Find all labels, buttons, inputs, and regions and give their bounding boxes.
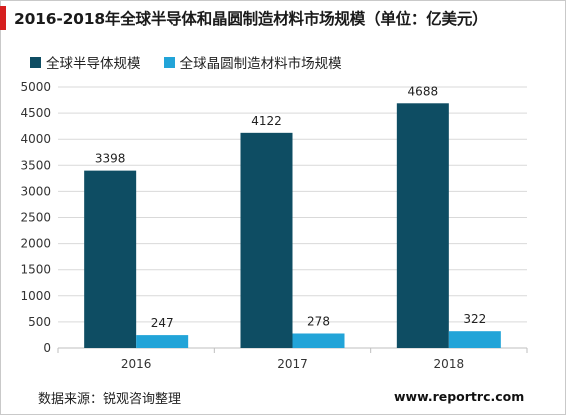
y-tick-label: 2000 [20, 237, 51, 251]
y-tick-label: 1000 [20, 289, 51, 303]
chart-title: 2016-2018年全球半导体和晶圆制造材料市场规模（单位：亿美元） [14, 10, 488, 28]
bar-series-2 [136, 335, 189, 348]
legend: 全球半导体规模 全球晶圆制造材料市场规模 [30, 52, 360, 72]
y-tick-label: 5000 [20, 80, 51, 94]
x-tick-label: 2016 [121, 357, 152, 371]
bar-series-1 [240, 132, 293, 348]
bar-series-1 [396, 103, 449, 348]
y-tick-label: 3000 [20, 184, 51, 198]
legend-item-series-1: 全球半导体规模 [30, 52, 141, 72]
data-label: 247 [151, 316, 174, 330]
x-tick-label: 2017 [277, 357, 308, 371]
x-tick-label: 2018 [434, 357, 465, 371]
legend-item-series-2: 全球晶圆制造材料市场规模 [163, 52, 342, 72]
data-label: 3398 [95, 152, 126, 166]
data-source-note: 数据来源：锐观咨询整理 [38, 392, 182, 407]
y-tick-label: 2500 [20, 211, 51, 225]
y-tick-label: 4000 [20, 132, 51, 146]
legend-label-series-1: 全球半导体规模 [46, 56, 141, 72]
legend-swatch-series-2 [163, 56, 175, 68]
data-label: 4122 [251, 114, 282, 128]
y-tick-label: 0 [43, 341, 51, 355]
y-tick-label: 4500 [20, 106, 51, 120]
y-tick-label: 1500 [20, 263, 51, 277]
data-label: 4688 [408, 84, 439, 98]
bar-series-2 [292, 333, 345, 348]
legend-swatch-series-1 [30, 56, 41, 68]
bar-series-2 [448, 331, 501, 348]
website-url: www.reportrc.com [394, 389, 525, 404]
legend-label-series-2: 全球晶圆制造材料市场规模 [179, 56, 342, 72]
y-tick-label: 3500 [20, 158, 51, 172]
data-label: 322 [463, 312, 486, 326]
data-label: 278 [307, 314, 330, 328]
y-tick-label: 500 [28, 315, 51, 329]
title-accent-bar [0, 6, 6, 30]
bar-series-1 [84, 170, 137, 348]
